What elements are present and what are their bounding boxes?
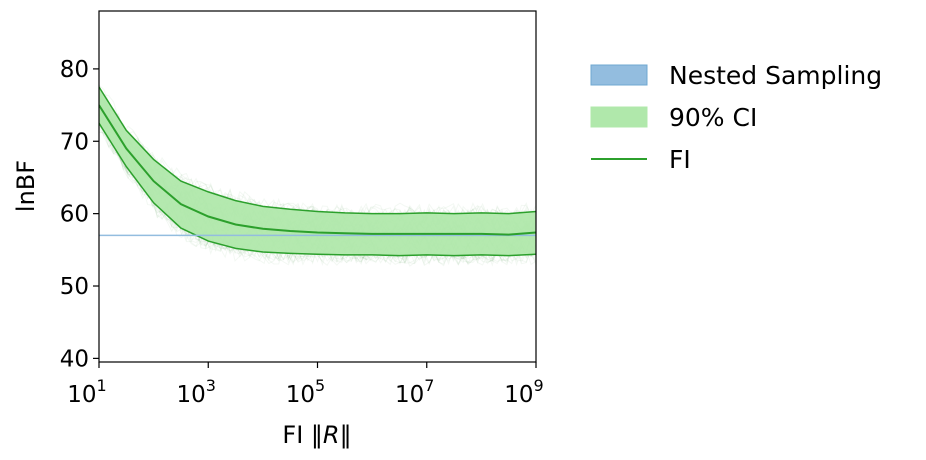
legend: Nested Sampling 90% CI FI <box>590 61 882 174</box>
legend-swatch <box>590 64 648 86</box>
y-axis: 40 50 60 70 80 <box>60 57 99 372</box>
x-tick-label-exp: 5 <box>315 376 325 395</box>
x-tick-label-base: 10 <box>504 382 533 408</box>
sample-trace <box>99 92 536 222</box>
ci-band-layer <box>99 86 536 257</box>
y-tick-label: 40 <box>60 346 89 372</box>
x-tick-label-base: 10 <box>286 382 315 408</box>
legend-swatch <box>590 106 648 128</box>
x-tick-label-base: 10 <box>395 382 424 408</box>
x-tick-label: 101 <box>67 376 106 408</box>
y-tick-label: 70 <box>60 129 89 155</box>
x-axis: 101 103 105 107 109 <box>67 362 544 408</box>
legend-label: FI <box>669 145 691 174</box>
ci-band-lower-edge <box>99 122 536 257</box>
x-tick-label: 103 <box>177 376 216 408</box>
ci-band-upper-edge <box>99 86 536 215</box>
x-tick-label-exp: 1 <box>97 376 107 395</box>
y-tick-label: 50 <box>60 274 89 300</box>
x-tick-label: 107 <box>395 376 434 408</box>
x-tick-label: 109 <box>504 376 543 408</box>
fi-line <box>99 104 536 236</box>
x-axis-label: FI ‖R‖ <box>282 421 351 449</box>
plot-area <box>99 83 536 267</box>
ci-band <box>99 87 536 256</box>
x-tick-label-base: 10 <box>177 382 206 408</box>
x-tick-label: 105 <box>286 376 325 408</box>
x-axis-label-bar-right: ‖ <box>340 421 352 449</box>
x-axis-label-prefix: FI <box>282 421 311 449</box>
legend-label: Nested Sampling <box>669 61 882 90</box>
y-tick-label: 60 <box>60 202 89 228</box>
sample-trace <box>99 119 536 267</box>
x-tick-label-exp: 7 <box>424 376 434 395</box>
x-tick-label-exp: 9 <box>534 376 544 395</box>
legend-label: 90% CI <box>669 103 757 132</box>
y-axis-label: lnBF <box>12 160 40 212</box>
x-tick-label-exp: 3 <box>206 376 216 395</box>
x-axis-label-var: R <box>323 421 340 449</box>
fi-line-layer <box>99 104 536 236</box>
x-axis-label-bar-left: ‖ <box>311 421 323 449</box>
y-tick-label: 80 <box>60 57 89 83</box>
x-tick-label-base: 10 <box>67 382 96 408</box>
